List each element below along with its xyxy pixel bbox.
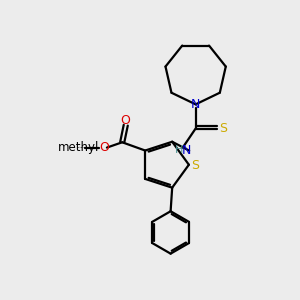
- Text: H: H: [175, 145, 183, 155]
- Text: methyl: methyl: [78, 147, 83, 148]
- Text: methyl: methyl: [84, 146, 89, 148]
- Text: N: N: [191, 98, 200, 111]
- Text: O: O: [100, 141, 110, 154]
- Text: methyl: methyl: [81, 147, 86, 148]
- Text: S: S: [219, 122, 227, 135]
- Text: methyl: methyl: [58, 141, 100, 154]
- Text: N: N: [182, 143, 191, 157]
- Text: O: O: [120, 114, 130, 127]
- Text: S: S: [191, 159, 199, 172]
